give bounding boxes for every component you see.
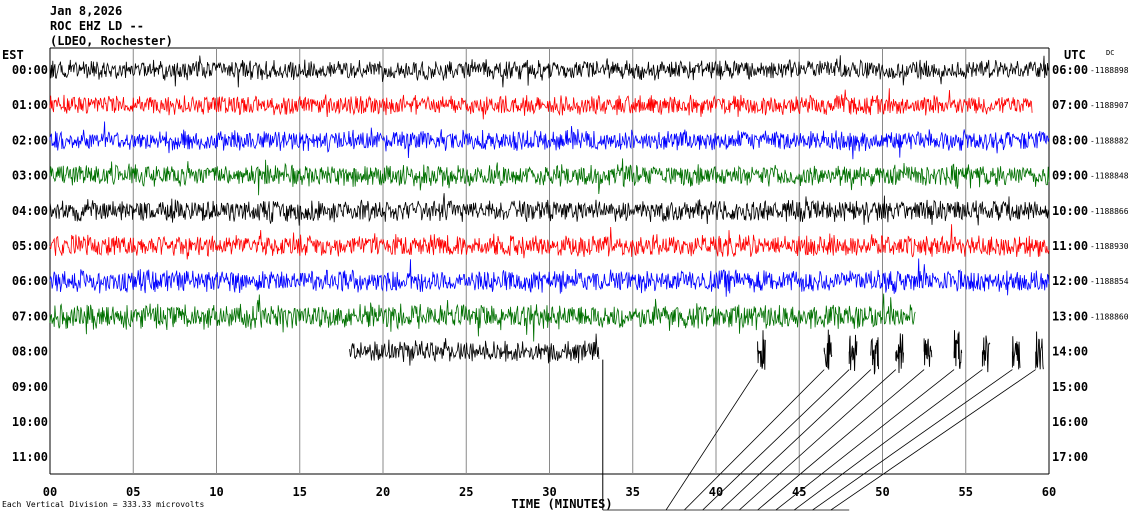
utc-label: 16:00 [1052, 415, 1088, 429]
dc-offset-label: -1188860 [1090, 312, 1129, 321]
connector-line [702, 369, 850, 511]
trace-row-06:00 [49, 258, 1050, 297]
x-tick-25: 25 [459, 485, 473, 499]
trace-row-07:00 [49, 293, 916, 342]
connector-line [665, 369, 758, 511]
utc-label: 07:00 [1052, 98, 1088, 112]
est-axis-label: EST [2, 48, 24, 62]
x-tick-35: 35 [626, 485, 640, 499]
dc-offset-label: -1188907 [1090, 101, 1129, 110]
x-tick-20: 20 [376, 485, 390, 499]
connector-line [739, 369, 897, 511]
utc-label: 06:00 [1052, 63, 1088, 77]
station-code: ROC EHZ LD -- [50, 19, 144, 33]
est-label: 06:00 [12, 274, 48, 288]
burst-mark [923, 338, 933, 367]
burst-mark [823, 329, 833, 370]
burst-mark [953, 330, 963, 369]
trace-row-03:00 [49, 158, 1050, 196]
grid-lines [49, 47, 1050, 475]
baseline-connectors [602, 359, 1036, 511]
utc-label: 15:00 [1052, 380, 1088, 394]
seismic-traces [49, 55, 1050, 375]
x-tick-40: 40 [709, 485, 723, 499]
connector-line [812, 369, 1013, 511]
burst-mark [757, 330, 766, 370]
utc-label: 08:00 [1052, 133, 1088, 147]
trace-row-02:00 [49, 121, 1050, 160]
utc-label: 17:00 [1052, 450, 1088, 464]
trace-row-00:00 [49, 55, 1050, 88]
connector-line [830, 369, 1036, 511]
x-axis-title: TIME (MINUTES) [511, 497, 612, 511]
est-label: 10:00 [12, 415, 48, 429]
utc-label: 11:00 [1052, 239, 1088, 253]
utc-label: 10:00 [1052, 204, 1088, 218]
connector-line [775, 369, 955, 511]
burst-mark [870, 337, 879, 375]
burst-mark [848, 334, 858, 372]
burst-mark [895, 333, 904, 374]
axis-labels: 00 05 10 15 20 25 30 35 40 45 50 55 60 TIME (MINUTES)… [12, 63, 1129, 511]
est-label: 08:00 [12, 345, 48, 359]
est-label: 01:00 [12, 98, 48, 112]
x-tick-00: 00 [43, 485, 57, 499]
dc-header: DC [1106, 49, 1115, 57]
dc-offset-label: -1188930 [1090, 242, 1129, 251]
scale-note: Each Vertical Division = 333.33 microvol… [2, 500, 205, 509]
dc-offset-label: -1188882 [1090, 136, 1129, 145]
x-tick-30: 30 [542, 485, 556, 499]
trace-row-01:00 [49, 88, 1033, 120]
utc-label: 13:00 [1052, 309, 1088, 323]
est-label: 04:00 [12, 204, 48, 218]
x-tick-60: 60 [1042, 485, 1056, 499]
burst-mark [981, 335, 991, 373]
network-name: (LDEO, Rochester) [50, 34, 173, 48]
x-tick-15: 15 [293, 485, 307, 499]
est-label: 05:00 [12, 239, 48, 253]
dc-offset-label: -1188898 [1090, 66, 1129, 75]
dc-offset-label: -1188854 [1090, 277, 1129, 286]
x-tick-05: 05 [126, 485, 140, 499]
x-tick-45: 45 [792, 485, 806, 499]
est-label: 07:00 [12, 309, 48, 323]
utc-label: 12:00 [1052, 274, 1088, 288]
est-label: 03:00 [12, 169, 48, 183]
utc-axis-label: UTC [1064, 48, 1086, 62]
x-tick-10: 10 [209, 485, 223, 499]
dc-offset-label: -1188866 [1090, 207, 1129, 216]
connector-line [720, 369, 872, 511]
est-label: 11:00 [12, 450, 48, 464]
utc-label: 09:00 [1052, 169, 1088, 183]
burst-mark [1035, 331, 1044, 370]
x-tick-55: 55 [959, 485, 973, 499]
connector-line [757, 369, 925, 511]
burst-mark [1011, 336, 1021, 370]
record-date: Jan 8,2026 [50, 4, 123, 18]
trace-row-05:00 [49, 224, 1050, 260]
est-label: 02:00 [12, 133, 48, 147]
utc-label: 14:00 [1052, 345, 1088, 359]
trace-row-08:00 [349, 333, 600, 366]
est-label: 09:00 [12, 380, 48, 394]
dc-offset-label: -1188848 [1090, 172, 1129, 181]
connector-line [794, 369, 983, 511]
x-tick-50: 50 [875, 485, 889, 499]
est-label: 00:00 [12, 63, 48, 77]
connector-line [684, 369, 825, 511]
trace-row-04:00 [49, 193, 1050, 226]
